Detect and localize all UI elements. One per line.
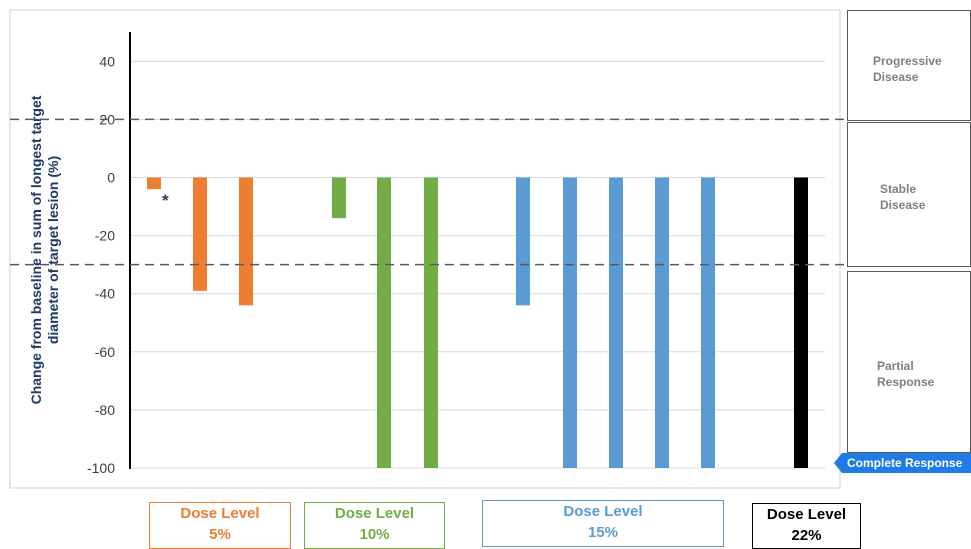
zone-label-partial: Partial Response bbox=[877, 359, 935, 389]
zone-stable-disease: Stable Disease bbox=[847, 122, 971, 267]
dose-level-22-line1: Dose Level bbox=[766, 506, 847, 523]
bars bbox=[147, 177, 808, 468]
bar bbox=[193, 177, 207, 291]
bar bbox=[701, 177, 715, 468]
y-tick-label: -20 bbox=[95, 228, 115, 244]
zone-label-stable: Stable Disease bbox=[880, 182, 926, 212]
dose-level-15-line1: Dose Level bbox=[563, 503, 643, 520]
dose-level-22-line2: 22% bbox=[791, 527, 822, 544]
bar bbox=[239, 177, 253, 306]
y-tick-label: -80 bbox=[95, 402, 115, 418]
bar bbox=[609, 177, 623, 468]
complete-response-tag: Complete Response bbox=[834, 453, 971, 473]
bar bbox=[655, 177, 669, 468]
asterisk-annotation: * bbox=[162, 191, 169, 210]
dose-level-10-line2: 10% bbox=[359, 526, 390, 543]
zone-progressive-disease: Progressive Disease bbox=[847, 10, 971, 121]
zone-partial-response: Partial Response bbox=[847, 271, 971, 453]
bar bbox=[424, 177, 438, 468]
y-tick-label: 40 bbox=[99, 53, 115, 69]
y-axis-label: Change from baseline in sum of longest t… bbox=[28, 95, 61, 405]
zone-label-progressive: Progressive Disease bbox=[873, 54, 942, 84]
y-tick-label: -40 bbox=[95, 286, 115, 302]
threshold-lines bbox=[10, 118, 971, 266]
bar bbox=[377, 177, 391, 468]
dose-level-22-box: Dose Level 22% bbox=[752, 503, 861, 549]
annotations: * bbox=[162, 191, 169, 210]
dose-level-10-line1: Dose Level bbox=[334, 505, 415, 522]
dose-level-5-box: Dose Level 5% bbox=[149, 502, 291, 549]
bar bbox=[332, 177, 346, 219]
bar bbox=[516, 177, 530, 306]
bar bbox=[147, 177, 161, 190]
dose-level-5-line2: 5% bbox=[209, 526, 231, 543]
y-tick-label: 0 bbox=[107, 170, 115, 186]
dose-level-15-line2: 15% bbox=[587, 524, 619, 541]
y-tick-label: -100 bbox=[87, 460, 115, 476]
bar bbox=[794, 177, 808, 468]
bar bbox=[563, 177, 577, 468]
dose-level-15-box: Dose Level 15% bbox=[482, 500, 724, 547]
y-tick-label: -60 bbox=[95, 344, 115, 360]
dose-level-10-box: Dose Level 10% bbox=[304, 502, 445, 549]
dose-level-5-line1: Dose Level bbox=[180, 505, 260, 522]
